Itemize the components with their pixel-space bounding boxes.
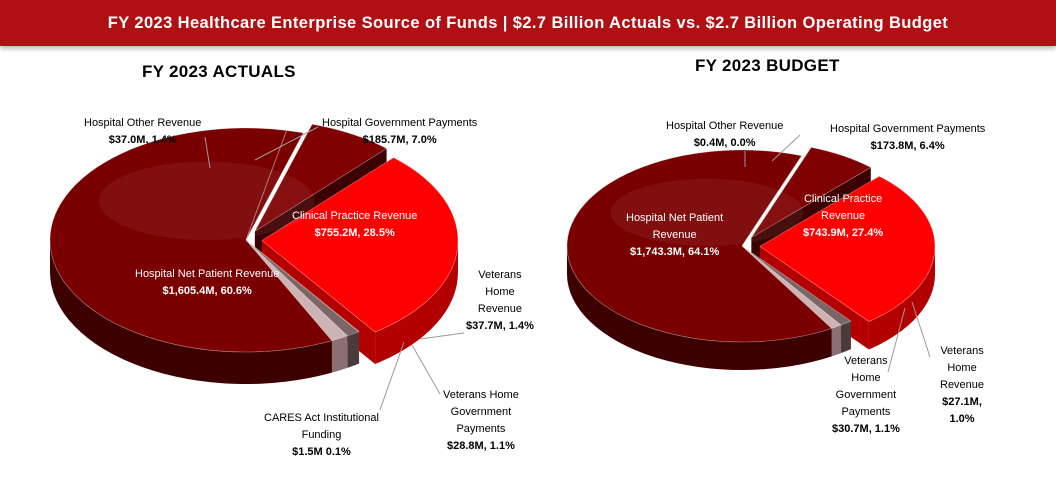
actuals-highlight	[99, 161, 315, 240]
page-title-banner: FY 2023 Healthcare Enterprise Source of …	[0, 0, 1056, 46]
label-budget-hospital-government: Hospital Government Payments $173.8M, 6.…	[830, 123, 986, 152]
label-actuals-cares-act: CARES Act Institutional Funding $1.5M 0.…	[264, 412, 379, 458]
label-budget-hospital-net-patient: Hospital Net Patient Revenue $1,743.3M, …	[626, 212, 724, 258]
actuals-wall-hospital-net-patient-revenue	[50, 240, 332, 384]
actuals-slice-veterans-home-government-payments	[245, 239, 360, 337]
label-budget-hospital-other: Hospital Other Revenue $0.4M, 0.0%	[666, 120, 784, 149]
label-budget-clinical-practice: Clinical Practice Revenue $743.9M, 27.4%	[803, 193, 884, 239]
budget-slice-hospital-government-payments	[751, 146, 872, 238]
label-actuals-veterans-home-gov: Veterans Home Government Payments $28.8M…	[443, 389, 519, 452]
label-actuals-clinical-practice: Clinical Practice Revenue $755.2M, 28.5%	[292, 210, 418, 239]
budget-pie	[566, 146, 936, 370]
actuals-wall-veterans-home-revenue	[331, 335, 348, 373]
actuals-wall-cares-act-institutional-funding	[358, 331, 360, 364]
page-title: FY 2023 Healthcare Enterprise Source of …	[107, 13, 949, 32]
budget-slice-veterans-home-revenue	[741, 245, 842, 329]
label-actuals-hospital-government: Hospital Government Payments $185.7M, 7.…	[322, 117, 478, 146]
actuals-leader-hosp-gov	[254, 126, 319, 161]
label-actuals-hospital-other: Hospital Other Revenue $37.0M, 1.4%	[84, 117, 202, 146]
actuals-slice-hospital-net-patient-revenue	[49, 127, 333, 353]
actuals-wall-clinical-practice-revenue	[375, 240, 458, 365]
actuals-slice-hospital-other-revenue	[245, 130, 304, 241]
budget-wall-veterans-home-government-payments	[840, 321, 851, 354]
budget-slice-hospital-net-patient-revenue	[566, 149, 833, 343]
budget-wall-hospital-net-patient-revenue	[567, 246, 832, 370]
actuals-leader-cares	[379, 341, 405, 411]
budget-leader-hosp-gov	[771, 134, 801, 162]
actuals-slice-clinical-practice-revenue	[261, 157, 459, 333]
label-actuals-hospital-net-patient: Hospital Net Patient Revenue $1,605.4M, …	[135, 268, 280, 297]
actuals-wall-veterans-home-government-payments	[347, 331, 359, 368]
actuals-slice-hospital-government-payments	[253, 123, 388, 233]
budget-slice-veterans-home-government-payments	[741, 245, 852, 326]
budget-slice-hospital-other-revenue	[741, 155, 803, 247]
actuals-slice-veterans-home-revenue	[245, 239, 349, 342]
actuals-leader-vet-rev	[419, 332, 465, 340]
actuals-leader-hosp-other	[204, 136, 211, 169]
leader-lines	[204, 126, 931, 411]
budget-highlight	[610, 178, 804, 246]
actuals-slice-cares-act-institutional-funding	[245, 239, 360, 333]
budget-slice-clinical-practice-revenue	[759, 175, 936, 322]
budget-leader-vet-rev	[911, 301, 931, 358]
actuals-pie	[49, 123, 459, 384]
budget-leader-vet-gov	[887, 307, 906, 373]
budget-chart-title: FY 2023 BUDGET	[695, 56, 840, 75]
actuals-leader-vet-gov	[411, 344, 441, 395]
budget-wall-clinical-practice-revenue	[868, 246, 935, 350]
label-actuals-veterans-home-revenue: Veterans Home Revenue $37.7M, 1.4%	[466, 269, 534, 332]
actuals-chart-title: FY 2023 ACTUALS	[142, 62, 296, 81]
label-budget-veterans-home-gov: Veterans Home Government Payments $30.7M…	[832, 355, 900, 435]
budget-wall-veterans-home-revenue	[831, 325, 841, 357]
label-budget-veterans-home-revenue: Veterans Home Revenue $27.1M, 1.0%	[940, 345, 985, 425]
